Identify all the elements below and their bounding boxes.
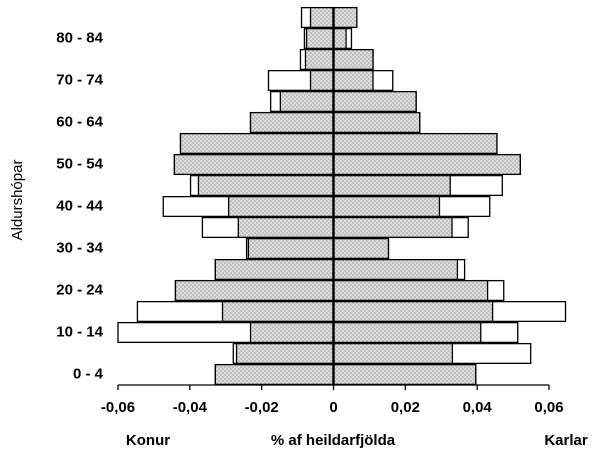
bar [332, 153, 521, 176]
bar [332, 48, 374, 71]
bar [214, 258, 335, 281]
bar [309, 6, 335, 29]
bar [249, 111, 335, 134]
y-tick-label: 60 - 64 [56, 113, 103, 130]
bar [332, 300, 494, 323]
x-tick-label: 0,06 [534, 399, 563, 416]
bar [305, 27, 335, 50]
x-tick-label: 0,02 [391, 399, 420, 416]
bar [197, 174, 335, 197]
bar [332, 69, 374, 92]
bar [332, 279, 489, 302]
bar [179, 132, 335, 155]
x-tick-label: 0,04 [463, 399, 493, 416]
y-tick-label: 80 - 84 [56, 29, 103, 46]
x-tick-label: -0,04 [173, 399, 208, 416]
bar [332, 342, 454, 365]
y-axis-label: Aldurshópar [9, 160, 26, 241]
x-tick-label: 0 [329, 399, 337, 416]
bar [332, 216, 453, 239]
y-tick-label: 10 - 14 [56, 323, 103, 340]
bar [332, 111, 421, 134]
bar [235, 342, 335, 365]
x-tick-label: -0,02 [245, 399, 279, 416]
bar [227, 195, 335, 218]
bar [173, 153, 335, 176]
bar [237, 216, 335, 239]
bar [332, 27, 347, 50]
x-axis-label: % af heildarfjölda [271, 432, 396, 449]
bar [214, 363, 335, 386]
bar [332, 258, 459, 281]
right-label: Karlar [544, 432, 588, 449]
y-tick-label: 50 - 54 [56, 155, 103, 172]
y-tick-label: 20 - 24 [56, 281, 103, 298]
bar [247, 237, 335, 260]
bar [332, 363, 477, 386]
y-tick-label: 40 - 44 [56, 197, 103, 214]
bar [332, 237, 390, 260]
bar [332, 174, 451, 197]
bar [304, 48, 335, 71]
bar [221, 300, 335, 323]
left-label: Konur [126, 432, 170, 449]
bar [332, 195, 441, 218]
bar [332, 90, 417, 113]
x-tick-label: -0,06 [101, 399, 135, 416]
y-tick-label: 0 - 4 [73, 365, 104, 382]
bar [332, 132, 498, 155]
bar [332, 321, 482, 344]
bar [332, 6, 358, 29]
bar [249, 321, 335, 344]
bar [174, 279, 335, 302]
bar [279, 90, 335, 113]
y-tick-label: 30 - 34 [56, 239, 103, 256]
y-tick-label: 70 - 74 [56, 71, 103, 88]
bar [309, 69, 335, 92]
